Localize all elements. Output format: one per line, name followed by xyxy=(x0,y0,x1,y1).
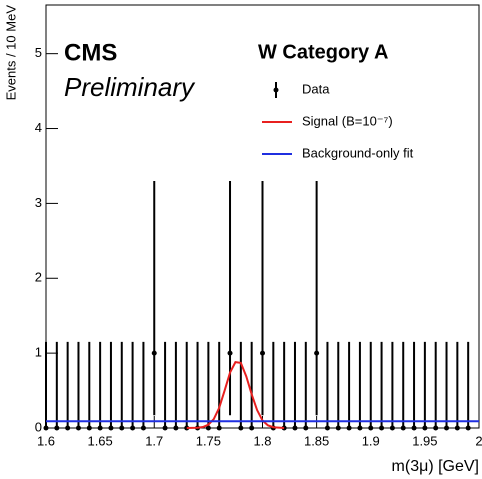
y-axis-label: Events / 10 MeV xyxy=(3,5,18,101)
y-tick-label: 2 xyxy=(35,270,42,285)
data-point xyxy=(379,425,385,431)
data-point xyxy=(260,350,265,356)
y-tick-label: 5 xyxy=(35,45,42,60)
data-point xyxy=(162,425,168,431)
x-tick-label: 1.95 xyxy=(412,433,437,448)
data-point xyxy=(346,425,352,431)
x-tick-label: 1.9 xyxy=(362,433,380,448)
y-tick-label: 4 xyxy=(35,120,42,135)
x-axis-label: m(3μ) [GeV] xyxy=(392,458,479,475)
data-point xyxy=(444,425,450,431)
data-point xyxy=(335,425,341,431)
data-point xyxy=(303,425,309,431)
x-tick-label: 1.6 xyxy=(37,433,55,448)
x-tick-label: 1.7 xyxy=(145,433,163,448)
data-point xyxy=(54,425,60,431)
data-point xyxy=(216,425,222,431)
legend-label: Data xyxy=(302,81,330,96)
data-point xyxy=(324,425,330,431)
x-tick-label: 1.8 xyxy=(253,433,271,448)
x-tick-label: 1.75 xyxy=(196,433,221,448)
data-point xyxy=(357,425,363,431)
x-tick-label: 1.65 xyxy=(87,433,112,448)
data-point xyxy=(411,425,417,431)
fit-line xyxy=(186,361,285,429)
data-point xyxy=(238,425,244,431)
data-point xyxy=(314,350,320,356)
data-point xyxy=(368,425,374,431)
data-point xyxy=(454,425,460,431)
category-label: W Category A xyxy=(258,41,388,63)
status-label: Preliminary xyxy=(64,72,196,102)
data-point xyxy=(227,350,233,356)
data-point xyxy=(108,425,114,431)
data-point xyxy=(205,425,211,431)
x-tick-label: 1.85 xyxy=(304,433,329,448)
y-tick-label: 1 xyxy=(35,345,42,360)
data-point xyxy=(65,425,71,431)
data-point xyxy=(173,425,179,431)
experiment-label: CMS xyxy=(64,39,117,66)
y-tick-label: 0 xyxy=(35,419,42,434)
y-tick-label: 3 xyxy=(35,195,42,210)
data-point xyxy=(400,425,406,431)
data-point xyxy=(86,425,92,431)
x-tick-label: 2 xyxy=(475,433,482,448)
data-point xyxy=(249,425,255,431)
legend-label: Signal (B=10⁻⁷) xyxy=(302,113,393,128)
data-point xyxy=(97,425,103,431)
data-point xyxy=(465,425,471,431)
data-point xyxy=(140,425,146,431)
data-point xyxy=(292,425,298,431)
data-point xyxy=(422,425,428,431)
data-point xyxy=(433,425,439,431)
legend-marker xyxy=(273,87,279,93)
data-point xyxy=(75,425,81,431)
data-point xyxy=(389,425,395,431)
legend-label: Background-only fit xyxy=(302,145,414,160)
data-point xyxy=(119,425,125,431)
data-point xyxy=(43,425,49,431)
data-point xyxy=(151,350,157,356)
data-point xyxy=(130,425,136,431)
